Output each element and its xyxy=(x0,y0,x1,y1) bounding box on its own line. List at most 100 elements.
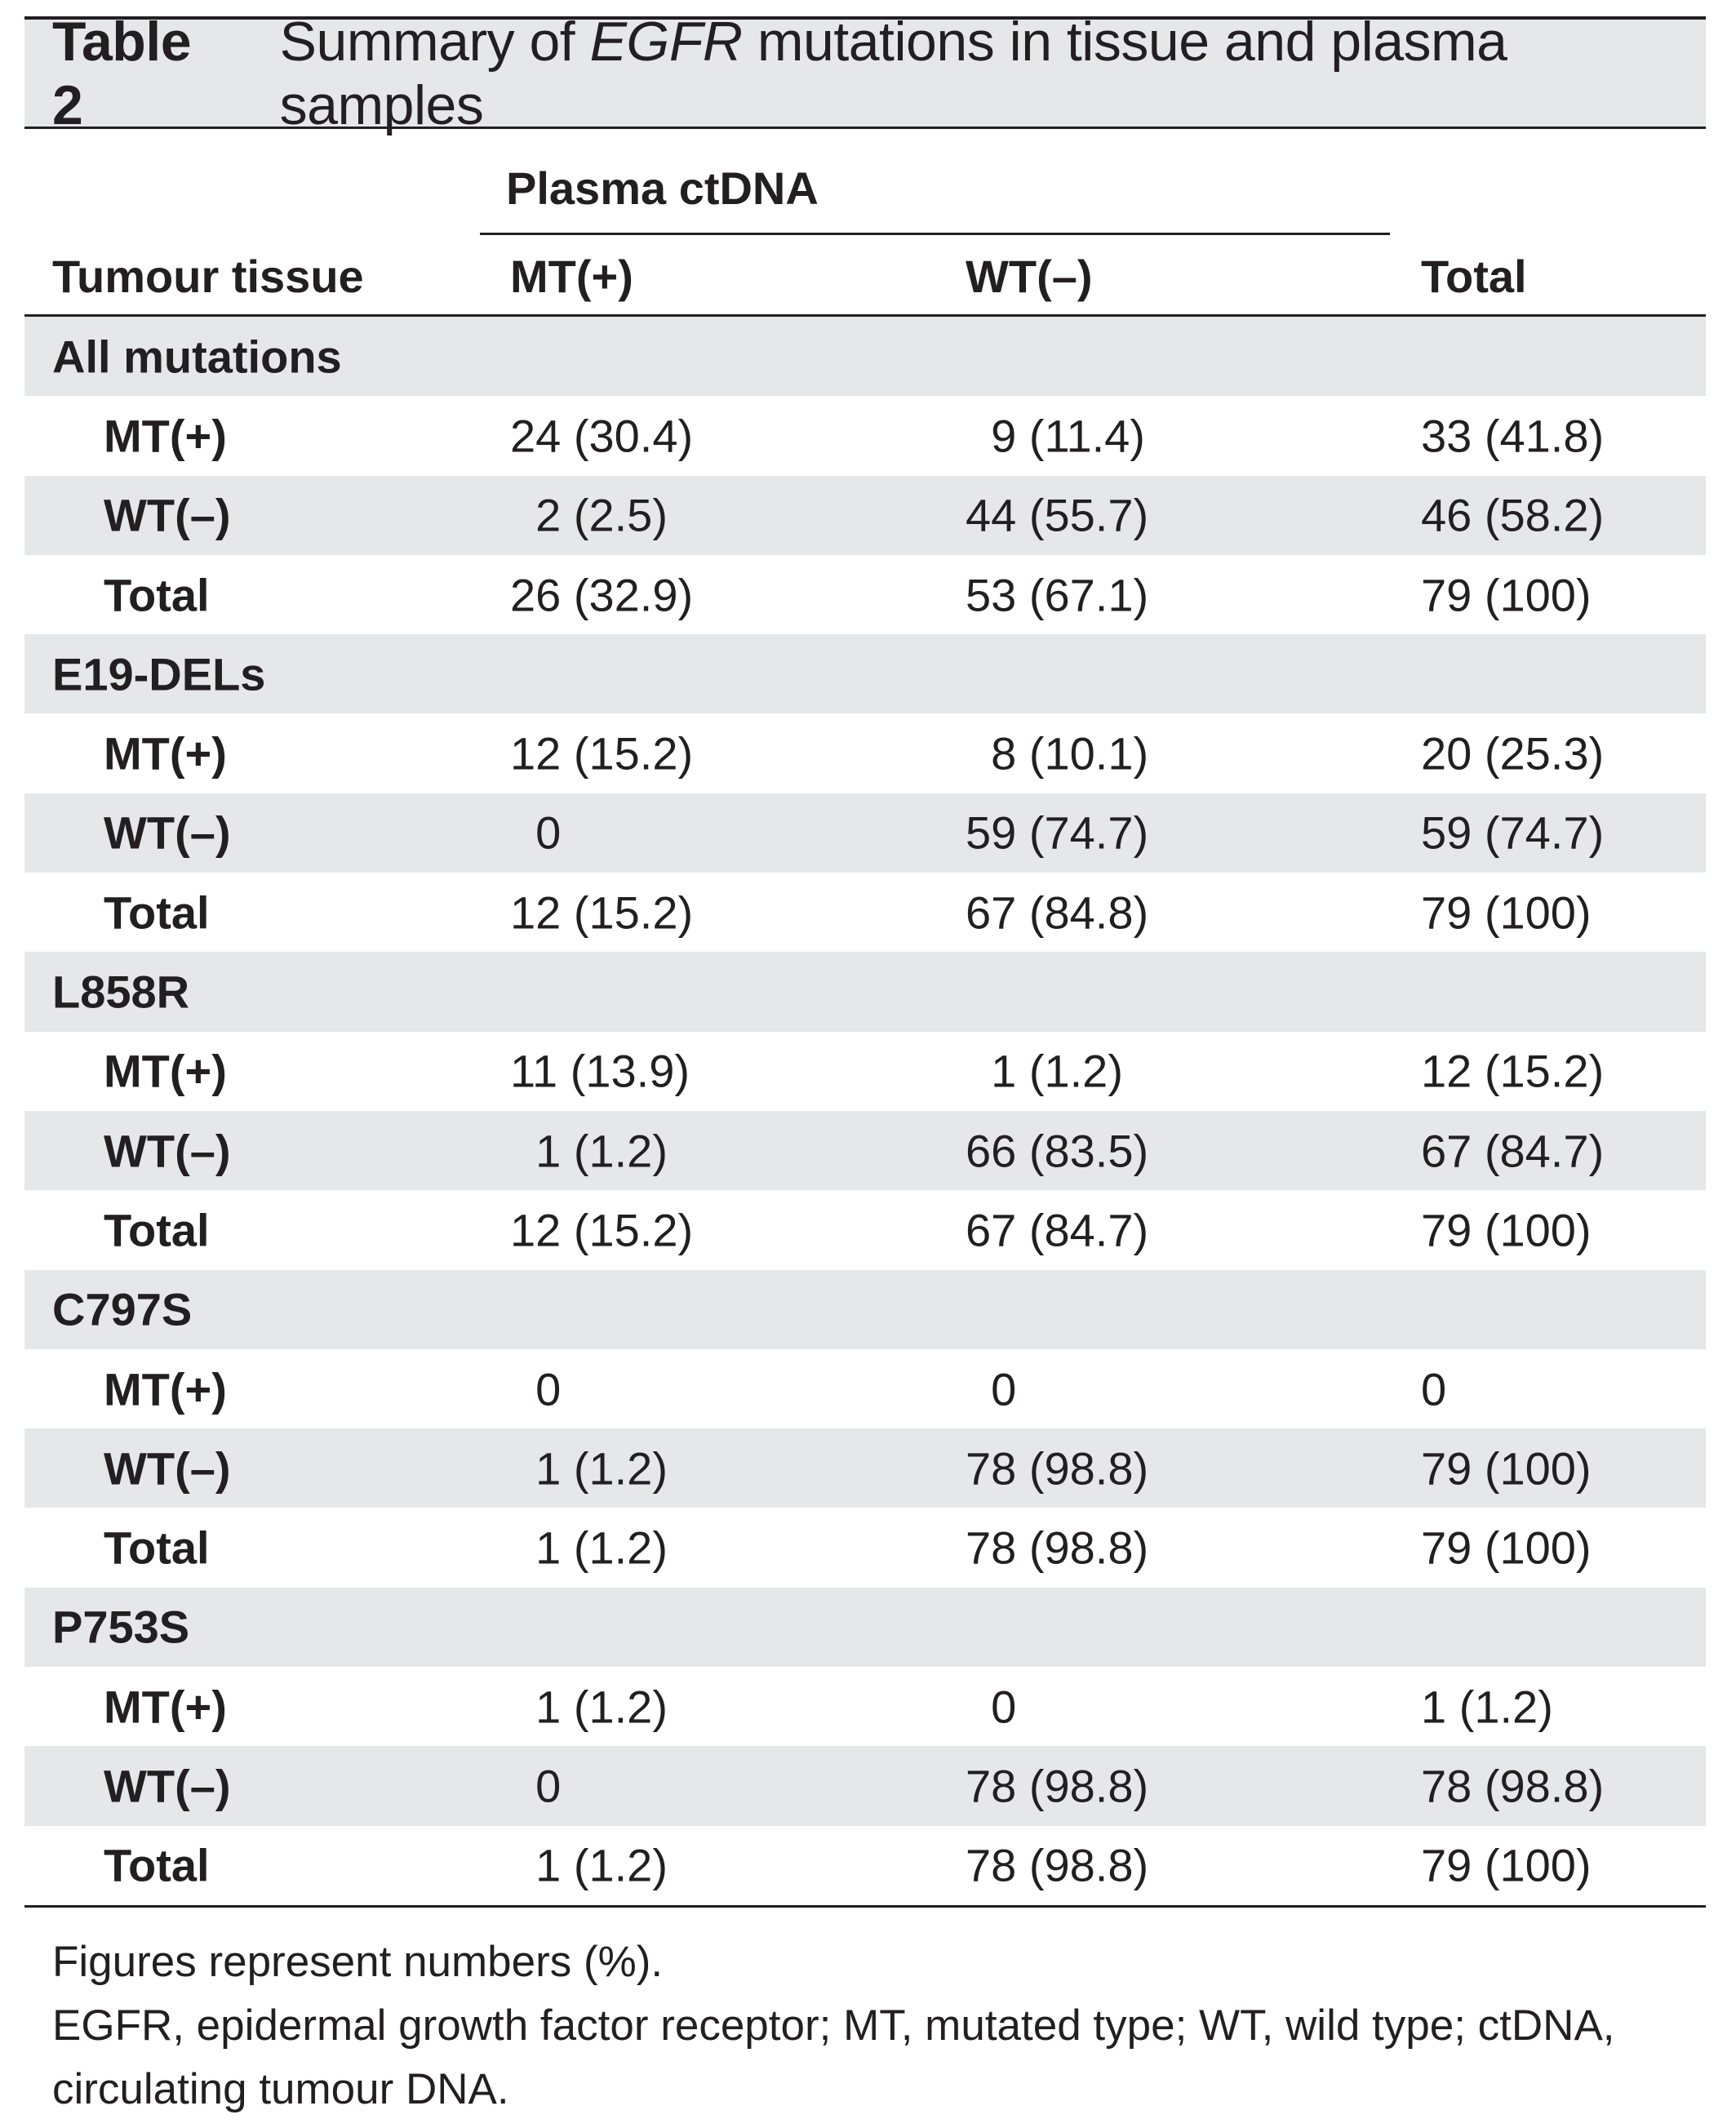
cell-plasma-wt: 78 (98.8) xyxy=(966,1839,1149,1891)
header-wt: WT(–) xyxy=(966,251,1093,302)
cell-plasma-mt: 0 xyxy=(510,1363,562,1415)
table-row: WT(–) 2 (2.5) 44 (55.7) 46 (58.2) xyxy=(24,475,1706,555)
table-title: Table 2 Summary of EGFR mutations in tis… xyxy=(24,11,1706,136)
cell-plasma-wt: 59 (74.7) xyxy=(966,806,1149,859)
row-label: Total xyxy=(104,886,210,939)
row-label: MT(+) xyxy=(104,1045,227,1097)
cell-plasma-wt: 78 (98.8) xyxy=(966,1760,1149,1812)
cell-plasma-mt: 1 (1.2) xyxy=(510,1839,668,1891)
cell-plasma-mt: 1 (1.2) xyxy=(510,1442,668,1495)
cell-plasma-wt: 0 xyxy=(966,1681,1017,1733)
cell-total: 79 (100) xyxy=(1421,1522,1592,1574)
cell-plasma-wt: 0 xyxy=(966,1363,1017,1415)
footnote-line: circulating tumour DNA. xyxy=(52,2064,509,2113)
cell-plasma-wt: 66 (83.5) xyxy=(966,1125,1149,1177)
group-row: E19-DELs xyxy=(24,634,1706,714)
group-label: C797S xyxy=(52,1283,193,1335)
cell-plasma-mt: 1 (1.2) xyxy=(510,1681,668,1733)
header-tumour-tissue: Tumour tissue xyxy=(52,251,364,302)
table-header: Plasma ctDNA Tumour tissue MT(+) WT(–) T… xyxy=(24,129,1706,317)
group-row: C797S xyxy=(24,1269,1706,1349)
row-label: MT(+) xyxy=(104,1681,227,1733)
cell-total: 79 (100) xyxy=(1421,1442,1592,1495)
caption-text-before: Summary of xyxy=(279,10,590,73)
plasma-ctdna-spanner: Plasma ctDNA xyxy=(506,162,819,214)
row-label: MT(+) xyxy=(104,1363,227,1415)
group-label: All mutations xyxy=(52,331,342,383)
table-caption: Summary of EGFR mutations in tissue and … xyxy=(280,10,1706,137)
cell-total: 79 (100) xyxy=(1421,1839,1592,1891)
table-footnotes: Figures represent numbers (%). EGFR, epi… xyxy=(24,1908,1706,2121)
cell-total: 59 (74.7) xyxy=(1421,806,1605,859)
header-total: Total xyxy=(1421,251,1527,302)
group-label: E19-DELs xyxy=(52,648,266,700)
cell-plasma-wt: 53 (67.1) xyxy=(966,569,1149,621)
table-row: WT(–) 0 78 (98.8) 78 (98.8) xyxy=(24,1746,1706,1826)
header-mt: MT(+) xyxy=(510,251,633,302)
footnote-line: Figures represent numbers (%). xyxy=(52,1937,664,1986)
cell-total: 67 (84.7) xyxy=(1421,1125,1605,1177)
table-row: Total 12 (15.2) 67 (84.8) 79 (100) xyxy=(24,873,1706,952)
cell-total: 79 (100) xyxy=(1421,569,1592,621)
cell-plasma-wt: 67 (84.7) xyxy=(966,1204,1149,1256)
cell-plasma-mt: 0 xyxy=(510,806,562,859)
group-label: L858R xyxy=(52,966,190,1018)
cell-total: 1 (1.2) xyxy=(1421,1681,1553,1733)
row-label: WT(–) xyxy=(104,1442,231,1495)
table-body: All mutations MT(+) 24 (30.4) 9 (11.4) 33 (… xyxy=(24,317,1706,1905)
row-label: WT(–) xyxy=(104,1760,231,1812)
cell-total: 78 (98.8) xyxy=(1421,1760,1605,1812)
cell-total: 20 (25.3) xyxy=(1421,727,1605,780)
cell-plasma-wt: 9 (11.4) xyxy=(966,410,1145,462)
group-row: P753S xyxy=(24,1587,1706,1668)
cell-total: 46 (58.2) xyxy=(1421,489,1605,541)
group-row: All mutations xyxy=(24,317,1706,397)
table-row: Total 26 (32.9) 53 (67.1) 79 (100) xyxy=(24,555,1706,634)
caption-gene-name: EGFR xyxy=(589,10,743,73)
cell-total: 79 (100) xyxy=(1421,1204,1592,1256)
cell-plasma-mt: 26 (32.9) xyxy=(510,569,694,621)
table-row: WT(–) 1 (1.2) 66 (83.5) 67 (84.7) xyxy=(24,1110,1706,1191)
table-row: WT(–) 1 (1.2) 78 (98.8) 79 (100) xyxy=(24,1428,1706,1508)
table-row: Total 12 (15.2) 67 (84.7) 79 (100) xyxy=(24,1190,1706,1269)
cell-total: 12 (15.2) xyxy=(1421,1045,1605,1097)
cell-plasma-mt: 1 (1.2) xyxy=(510,1125,668,1177)
cell-plasma-mt: 1 (1.2) xyxy=(510,1522,668,1574)
cell-plasma-mt: 12 (15.2) xyxy=(510,1204,694,1256)
row-label: WT(–) xyxy=(104,1125,231,1177)
cell-plasma-mt: 12 (15.2) xyxy=(510,727,694,780)
table-row: Total 1 (1.2) 78 (98.8) 79 (100) xyxy=(24,1508,1706,1587)
cell-plasma-mt: 12 (15.2) xyxy=(510,886,694,939)
cell-plasma-wt: 44 (55.7) xyxy=(966,489,1149,541)
cell-plasma-wt: 1 (1.2) xyxy=(966,1045,1123,1097)
cell-plasma-mt: 0 xyxy=(510,1760,562,1812)
row-label: Total xyxy=(104,1839,210,1891)
row-label: WT(–) xyxy=(104,806,231,859)
cell-plasma-mt: 11 (13.9) xyxy=(510,1045,690,1097)
row-label: MT(+) xyxy=(104,410,227,462)
table-row: MT(+) 1 (1.2) 0 1 (1.2) xyxy=(24,1667,1706,1746)
table-container: Table 2 Summary of EGFR mutations in tis… xyxy=(24,11,1706,2121)
cell-plasma-wt: 78 (98.8) xyxy=(966,1522,1149,1574)
row-label: Total xyxy=(104,1204,210,1256)
cell-total: 0 xyxy=(1421,1363,1447,1415)
group-label: P753S xyxy=(52,1601,190,1653)
table-row: MT(+) 12 (15.2) 8 (10.1) 20 (25.3) xyxy=(24,713,1706,793)
table-row: WT(–) 0 59 (74.7) 59 (74.7) xyxy=(24,793,1706,873)
cell-total: 33 (41.8) xyxy=(1421,410,1605,462)
table-row: Total 1 (1.2) 78 (98.8) 79 (100) xyxy=(24,1826,1706,1905)
row-label: Total xyxy=(104,1522,210,1574)
footnote-line: EGFR, epidermal growth factor receptor; … xyxy=(52,2001,1615,2050)
row-label: MT(+) xyxy=(104,727,227,780)
table-row: MT(+) 24 (30.4) 9 (11.4) 33 (41.8) xyxy=(24,396,1706,475)
table-row: MT(+) 0 0 0 xyxy=(24,1349,1706,1428)
cell-plasma-wt: 67 (84.8) xyxy=(966,886,1149,939)
caption-text-after: mutations in tissue and plasma samples xyxy=(279,10,1507,136)
cell-plasma-wt: 8 (10.1) xyxy=(966,727,1149,780)
table-number: Table 2 xyxy=(52,10,192,136)
cell-total: 79 (100) xyxy=(1421,886,1592,939)
table-row: MT(+) 11 (13.9) 1 (1.2) 12 (15.2) xyxy=(24,1032,1706,1111)
spanner-rule xyxy=(480,233,1390,235)
cell-plasma-mt: 24 (30.4) xyxy=(510,410,694,462)
cell-plasma-mt: 2 (2.5) xyxy=(510,489,668,541)
